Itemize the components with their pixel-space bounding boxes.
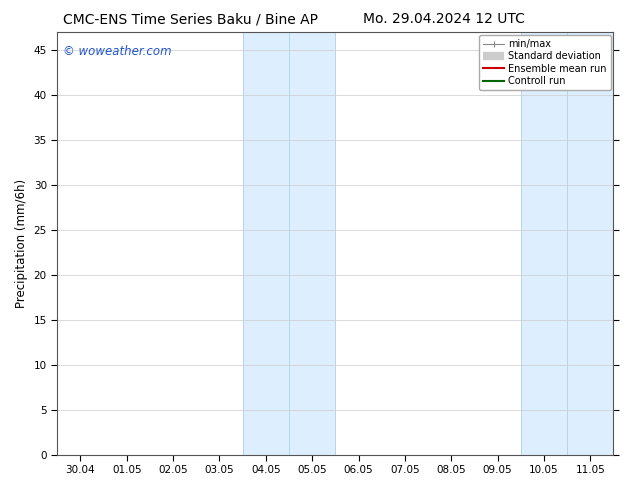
Text: CMC-ENS Time Series Baku / Bine AP: CMC-ENS Time Series Baku / Bine AP [63, 12, 318, 26]
Y-axis label: Precipitation (mm/6h): Precipitation (mm/6h) [15, 179, 28, 308]
Bar [243, 32, 335, 455]
Text: Mo. 29.04.2024 12 UTC: Mo. 29.04.2024 12 UTC [363, 12, 525, 26]
Legend: min/max, Standard deviation, Ensemble mean run, Controll run: min/max, Standard deviation, Ensemble me… [479, 35, 611, 90]
Text: © woweather.com: © woweather.com [63, 45, 171, 58]
Bar [521, 32, 614, 455]
